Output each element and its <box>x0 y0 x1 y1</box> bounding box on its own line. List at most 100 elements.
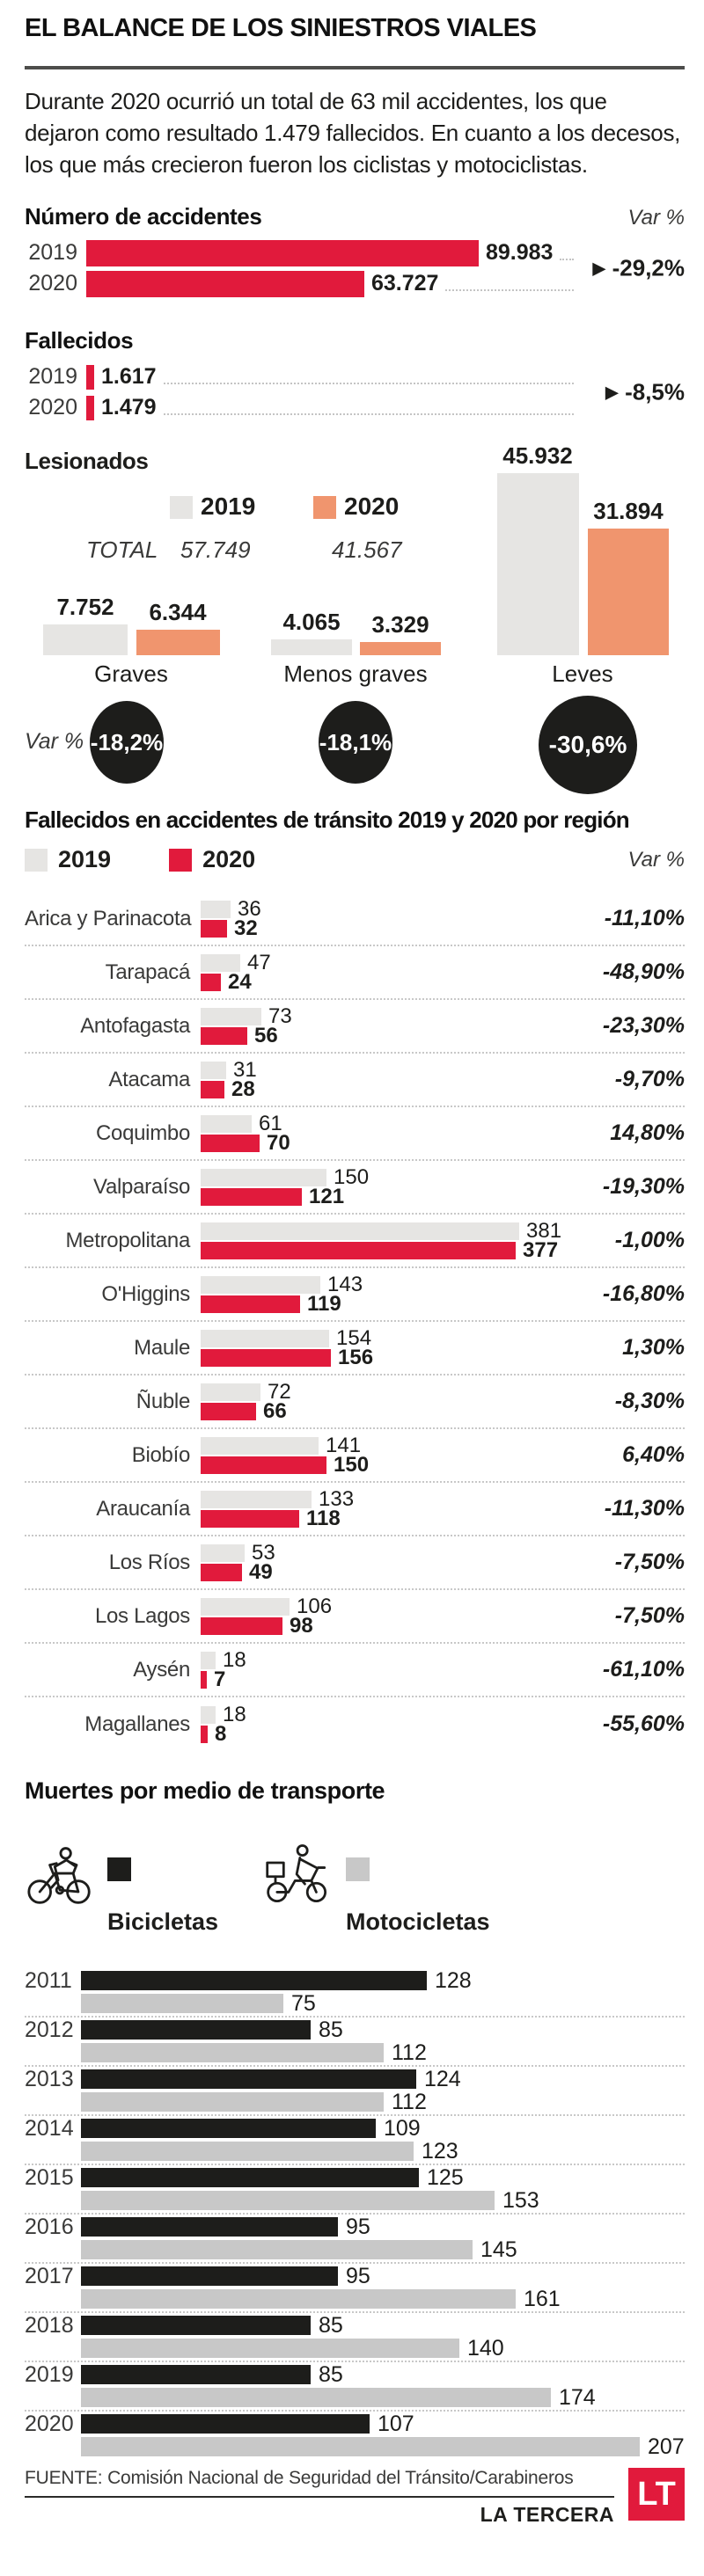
region-var-value: -7,50% <box>614 1603 685 1628</box>
bicicletas-line: 85 <box>81 2362 685 2387</box>
motocicletas-line: 123 <box>81 2139 685 2164</box>
value-2019: 133 <box>319 1486 355 1511</box>
bar-2020 <box>201 1725 208 1743</box>
region-label: Valparaíso <box>93 1174 190 1199</box>
motocicletas-line: 145 <box>81 2237 685 2262</box>
region-var-value: -8,30% <box>614 1389 685 1413</box>
bicicletas-value: 85 <box>319 2017 343 2042</box>
region-bars: 143 119 <box>201 1273 363 1316</box>
value-2020: 56 <box>254 1023 278 1047</box>
transport-legend: Bicicletas Motocicletas <box>25 1810 685 1942</box>
bar-2019 <box>201 1705 216 1724</box>
bicicletas-bar <box>81 2266 338 2286</box>
value-2019: 36 <box>238 896 261 921</box>
bar-2019 <box>201 1007 261 1025</box>
regions-chart: Arica y Parinacota 36 32 -11,10% Tarapacá 47 2… <box>25 893 685 1751</box>
injured-bar-y2019 <box>497 473 579 655</box>
value-2020: 98 <box>290 1613 313 1638</box>
transport-bars: 128 75 <box>81 1968 685 2016</box>
legend-swatch-bicicletas <box>107 1857 131 1881</box>
page-title: EL BALANCE DE LOS SINIESTROS VIALES <box>25 14 537 42</box>
bar-line-2019: 72 <box>201 1380 291 1404</box>
legend-swatch-2020 <box>169 848 193 872</box>
region-label: Los Ríos <box>108 1550 191 1574</box>
bar-line-2019: 31 <box>201 1058 257 1082</box>
transport-row: 2015 125 153 <box>25 2165 685 2215</box>
region-var-value: -23,30% <box>602 1013 685 1038</box>
bar-line-2019: 36 <box>201 897 261 921</box>
transport-row: 2017 95 161 <box>25 2264 685 2313</box>
transport-bars: 85 174 <box>81 2362 685 2410</box>
region-bars: 381 377 <box>201 1218 562 1262</box>
region-row: Tarapacá 47 24 -48,90% <box>25 946 685 1000</box>
region-row: Atacama 31 28 -9,70% <box>25 1054 685 1107</box>
year-label: 2019 <box>25 2362 74 2387</box>
year-label: 2020 <box>28 395 77 420</box>
bar-line-2019: 73 <box>201 1004 292 1028</box>
injured-var-header: Var % <box>25 729 84 754</box>
year-label: 2012 <box>25 2018 74 2042</box>
motocicletas-value: 207 <box>648 2434 685 2459</box>
var-circle-graves: -18,2% <box>90 701 164 784</box>
motocicletas-bar <box>81 2240 473 2259</box>
bar-line-2019: 106 <box>201 1594 332 1618</box>
value-2019: 381 <box>526 1218 562 1243</box>
transport-row: 2012 85 112 <box>25 2018 685 2067</box>
transport-bars: 95 161 <box>81 2264 685 2311</box>
legend-swatch-2019 <box>170 496 193 519</box>
accidents-var-block: ▶ -29,2% <box>592 255 685 282</box>
transport-bars: 85 112 <box>81 2017 685 2065</box>
region-row: Araucanía 133 118 -11,30% <box>25 1483 685 1536</box>
region-var-value: 6,40% <box>622 1442 685 1467</box>
deaths-chart: 2019 1.617 2020 1.479 ▶ -8,5% <box>25 363 685 421</box>
injured-bar-y2019 <box>43 624 128 655</box>
value-2019: 106 <box>297 1594 333 1618</box>
injured-title: Lesionados <box>25 448 149 474</box>
region-row: Arica y Parinacota 36 32 -11,10% <box>25 893 685 946</box>
bar-line-2019: 150 <box>201 1165 369 1189</box>
bicicletas-bar <box>81 2414 370 2434</box>
bicicletas-value: 109 <box>384 2115 421 2141</box>
region-bars: 18 8 <box>201 1703 246 1746</box>
bicicletas-value: 128 <box>435 1967 472 1993</box>
region-label: Maule <box>134 1335 190 1360</box>
bicicletas-line: 128 <box>81 1968 685 1993</box>
value-2019: 53 <box>252 1540 275 1565</box>
bicicletas-value: 125 <box>427 2164 464 2190</box>
transport-row: 2016 95 145 <box>25 2215 685 2264</box>
value-2020: 7 <box>214 1667 226 1691</box>
bicicletas-line: 124 <box>81 2066 685 2091</box>
bar-line-2019: 141 <box>201 1434 369 1457</box>
bar-2020 <box>201 1134 260 1152</box>
legend-label-2020: 2020 <box>344 493 400 520</box>
year-label: 2018 <box>25 2313 74 2338</box>
transport-bars: 107 207 <box>81 2412 685 2461</box>
year-label: 2013 <box>25 2067 74 2091</box>
region-row: Coquimbo 61 70 14,80% <box>25 1107 685 1161</box>
bicicletas-bar <box>81 2316 311 2335</box>
bicicletas-line: 85 <box>81 2313 685 2338</box>
value-2020: 377 <box>523 1237 559 1262</box>
bar-line-2019: 154 <box>201 1326 373 1350</box>
region-bars: 150 121 <box>201 1165 369 1208</box>
region-var-value: -19,30% <box>602 1174 685 1199</box>
value-2020: 121 <box>309 1184 345 1208</box>
motocicletas-value: 161 <box>524 2286 561 2311</box>
motocicletas-value: 75 <box>291 1990 316 2016</box>
bicicletas-bar <box>81 2119 376 2138</box>
region-row: O'Higgins 143 119 -16,80% <box>25 1268 685 1322</box>
bar-2019 <box>201 953 240 972</box>
var-circle-menos-graves: -18,1% <box>319 701 392 784</box>
bar-2019 <box>201 1651 216 1669</box>
bar-2020 <box>201 1456 326 1474</box>
injured-value-y2020: 3.329 <box>371 611 429 638</box>
value-2019: 72 <box>268 1379 291 1404</box>
bar-line-2019: 18 <box>201 1648 246 1672</box>
transport-row: 2013 124 112 <box>25 2067 685 2116</box>
bar-line-2020: 98 <box>201 1613 332 1638</box>
region-row: Maule 154 156 1,30% <box>25 1322 685 1376</box>
bicicletas-value: 124 <box>424 2066 461 2091</box>
value-2020: 8 <box>215 1721 227 1746</box>
regions-var-header: Var % <box>627 847 685 872</box>
